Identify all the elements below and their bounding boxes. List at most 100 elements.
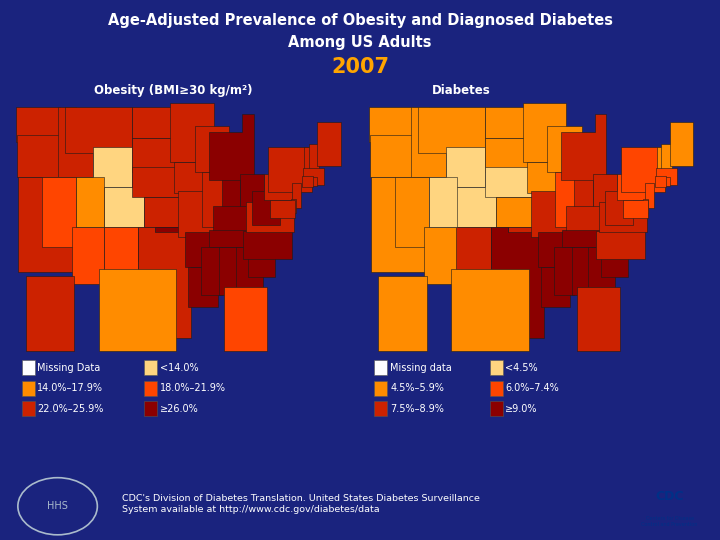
Polygon shape bbox=[531, 191, 569, 237]
Text: 14.0%–17.9%: 14.0%–17.9% bbox=[37, 383, 104, 393]
Text: ≥9.0%: ≥9.0% bbox=[505, 404, 538, 414]
Polygon shape bbox=[547, 126, 582, 172]
Polygon shape bbox=[526, 162, 563, 193]
Polygon shape bbox=[606, 191, 633, 225]
Text: Centers for Disease
Control and Prevention: Centers for Disease Control and Preventi… bbox=[642, 516, 698, 527]
Polygon shape bbox=[220, 247, 240, 295]
Polygon shape bbox=[99, 269, 176, 352]
Polygon shape bbox=[253, 191, 280, 225]
Polygon shape bbox=[588, 247, 616, 293]
Polygon shape bbox=[302, 176, 313, 187]
Polygon shape bbox=[379, 275, 427, 352]
Polygon shape bbox=[485, 167, 534, 197]
Polygon shape bbox=[240, 174, 264, 213]
Polygon shape bbox=[185, 232, 212, 267]
Text: 18.0%–21.9%: 18.0%–21.9% bbox=[160, 383, 226, 393]
Polygon shape bbox=[470, 227, 544, 339]
Polygon shape bbox=[425, 227, 457, 284]
Polygon shape bbox=[291, 199, 296, 213]
Polygon shape bbox=[595, 231, 645, 259]
Text: 22.0%–25.9%: 22.0%–25.9% bbox=[37, 404, 104, 414]
Polygon shape bbox=[670, 122, 693, 166]
Polygon shape bbox=[65, 107, 132, 153]
Polygon shape bbox=[213, 206, 256, 232]
Polygon shape bbox=[575, 179, 593, 219]
Text: CDC's Division of Diabetes Translation. United States Diabetes Surveillance
Syst: CDC's Division of Diabetes Translation. … bbox=[122, 494, 480, 514]
Text: Among US Adults: Among US Adults bbox=[288, 35, 432, 50]
Polygon shape bbox=[370, 135, 415, 177]
Polygon shape bbox=[189, 267, 217, 307]
Polygon shape bbox=[93, 147, 132, 187]
Polygon shape bbox=[132, 138, 175, 172]
Polygon shape bbox=[76, 177, 104, 227]
Polygon shape bbox=[395, 177, 429, 247]
Polygon shape bbox=[174, 162, 210, 193]
Polygon shape bbox=[42, 177, 76, 247]
Text: <14.0%: <14.0% bbox=[160, 363, 199, 373]
Polygon shape bbox=[72, 227, 104, 284]
Text: Age-Adjusted Prevalence of Obesity and Diagnosed Diabetes: Age-Adjusted Prevalence of Obesity and D… bbox=[107, 14, 613, 29]
Polygon shape bbox=[538, 232, 565, 267]
Polygon shape bbox=[312, 177, 317, 186]
Polygon shape bbox=[202, 247, 222, 295]
Polygon shape bbox=[171, 103, 214, 162]
Polygon shape bbox=[523, 103, 567, 162]
Polygon shape bbox=[194, 126, 229, 172]
Text: 4.5%–5.9%: 4.5%–5.9% bbox=[390, 383, 444, 393]
Text: 2007: 2007 bbox=[331, 57, 389, 77]
Polygon shape bbox=[644, 183, 654, 208]
Polygon shape bbox=[577, 287, 620, 352]
Polygon shape bbox=[554, 247, 575, 295]
Polygon shape bbox=[179, 191, 216, 237]
Polygon shape bbox=[243, 231, 292, 259]
Polygon shape bbox=[270, 200, 295, 218]
Polygon shape bbox=[202, 172, 225, 227]
Text: ≥26.0%: ≥26.0% bbox=[160, 404, 199, 414]
Polygon shape bbox=[117, 227, 192, 339]
Polygon shape bbox=[617, 174, 649, 200]
Polygon shape bbox=[644, 199, 649, 213]
Polygon shape bbox=[104, 227, 138, 284]
Polygon shape bbox=[411, 107, 446, 177]
Polygon shape bbox=[456, 187, 496, 227]
Polygon shape bbox=[562, 230, 611, 247]
Polygon shape bbox=[222, 179, 240, 219]
Polygon shape bbox=[485, 107, 526, 138]
Text: Obesity (BMI≥30 kg/m²): Obesity (BMI≥30 kg/m²) bbox=[94, 84, 252, 97]
Polygon shape bbox=[451, 269, 528, 352]
Polygon shape bbox=[16, 107, 60, 142]
Polygon shape bbox=[18, 177, 76, 272]
Polygon shape bbox=[665, 177, 670, 186]
Polygon shape bbox=[268, 147, 312, 192]
Polygon shape bbox=[662, 144, 672, 170]
Polygon shape bbox=[655, 176, 666, 187]
Polygon shape bbox=[17, 135, 62, 177]
Polygon shape bbox=[104, 187, 143, 227]
Polygon shape bbox=[566, 206, 609, 232]
Polygon shape bbox=[246, 202, 294, 232]
Polygon shape bbox=[26, 275, 74, 352]
Text: HHS: HHS bbox=[48, 501, 68, 511]
Polygon shape bbox=[496, 197, 538, 227]
Polygon shape bbox=[657, 147, 667, 170]
Text: 7.5%–8.9%: 7.5%–8.9% bbox=[390, 404, 444, 414]
Polygon shape bbox=[304, 147, 315, 170]
Polygon shape bbox=[138, 227, 186, 261]
Text: Diabetes: Diabetes bbox=[432, 84, 491, 97]
Polygon shape bbox=[562, 114, 606, 180]
Polygon shape bbox=[132, 167, 181, 197]
Polygon shape bbox=[555, 172, 577, 227]
Polygon shape bbox=[572, 247, 593, 295]
Polygon shape bbox=[599, 202, 647, 232]
Polygon shape bbox=[292, 183, 301, 208]
Polygon shape bbox=[143, 197, 185, 227]
Polygon shape bbox=[248, 245, 276, 276]
Polygon shape bbox=[264, 174, 297, 200]
Polygon shape bbox=[541, 267, 570, 307]
Polygon shape bbox=[621, 147, 665, 192]
Polygon shape bbox=[58, 107, 93, 177]
Polygon shape bbox=[132, 107, 174, 138]
Text: Missing data: Missing data bbox=[390, 363, 452, 373]
Polygon shape bbox=[429, 177, 457, 227]
Polygon shape bbox=[491, 227, 539, 261]
